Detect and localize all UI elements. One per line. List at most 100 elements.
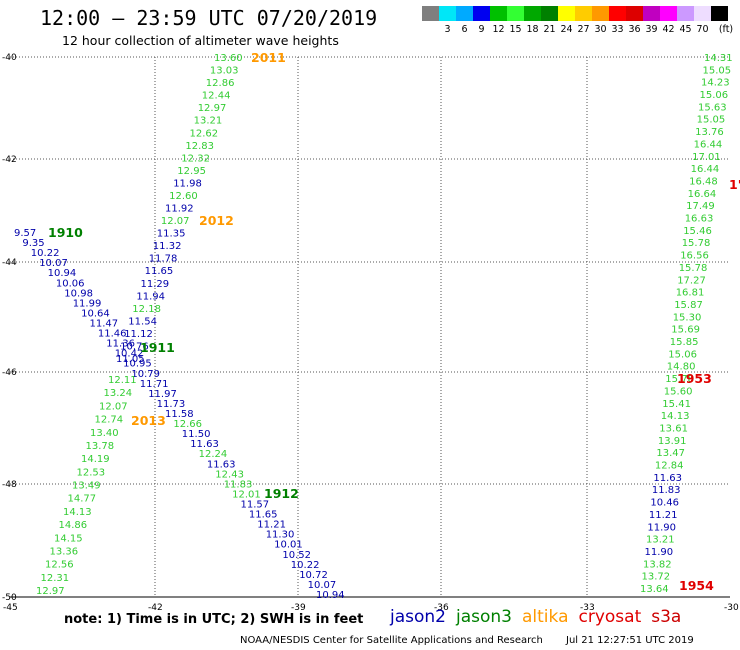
legend-swatch (490, 6, 507, 21)
wave-height-value: 10.46 (650, 498, 679, 509)
wave-height-value: 14.80 (667, 362, 696, 373)
wave-height-value: 10.01 (274, 540, 303, 551)
legend-label: 36 (628, 24, 641, 35)
legend-label: 30 (594, 24, 607, 35)
legend-swatch (575, 6, 592, 21)
wave-height-value: 11.90 (647, 522, 676, 533)
wave-height-value: 11.83 (652, 485, 681, 496)
wave-height-value: 11.29 (141, 279, 170, 290)
wave-height-value: 12.86 (206, 78, 235, 89)
legend-swatch (643, 6, 660, 21)
wave-height-value: 12.66 (173, 419, 202, 430)
wave-height-value: 10.42 (115, 349, 144, 360)
pass-number-label: 2012 (199, 213, 234, 228)
wave-height-value: 16.44 (691, 164, 720, 175)
wave-height-value: 11.21 (649, 510, 678, 521)
wave-height-value: 12.84 (655, 461, 684, 472)
wave-height-value: 15.78 (679, 263, 708, 274)
wave-height-value: 15.46 (683, 226, 712, 237)
wave-height-value: 10.94 (48, 268, 77, 279)
sat-s3a: s3a (651, 607, 682, 627)
lat-lon-grid (10, 56, 730, 598)
wave-height-value: 13.91 (658, 436, 687, 447)
wave-height-value: 14.23 (701, 78, 730, 89)
pass-number-label: 1953 (677, 371, 712, 386)
legend-label: 6 (461, 24, 468, 35)
wave-height-value: 13.61 (659, 424, 688, 435)
wave-height-value: 15.30 (673, 312, 702, 323)
wave-height-value: 15.41 (662, 399, 691, 410)
legend-swatch (711, 6, 728, 21)
wave-height-value: 15.87 (674, 300, 703, 311)
legend-label: 24 (560, 24, 573, 35)
wave-height-value: 11.63 (190, 439, 219, 450)
wave-height-value: 11.05 (116, 354, 145, 365)
wave-height-value: 12.18 (132, 304, 161, 315)
sat-jason3: jason3 (456, 607, 512, 627)
wave-height-value: 12.97 (36, 586, 65, 597)
lat-tick-label: -44 (2, 258, 17, 268)
altimeter-observations: 13.6013.0312.8612.4412.9713.2112.6212.83… (14, 53, 733, 601)
wave-height-value: 13.21 (646, 535, 675, 546)
legend-label: 21 (543, 24, 556, 35)
wave-height-value: 16.48 (689, 177, 718, 188)
wave-height-value: 11.54 (128, 316, 157, 327)
wave-height-value: 17.01 (692, 152, 721, 163)
wave-height-value: 15.78 (682, 238, 711, 249)
footnote: note: 1) Time is in UTC; 2) SWH is in fe… (64, 612, 364, 627)
legend-swatch (660, 6, 677, 21)
wave-height-value: 16.44 (694, 139, 723, 150)
wave-height-value: 13.78 (86, 441, 115, 452)
legend-swatch (592, 6, 609, 21)
wave-height-value: 13.24 (104, 388, 133, 399)
wave-height-value: 15.85 (670, 337, 699, 348)
wave-height-value: 15.05 (697, 115, 726, 126)
legend-swatch (456, 6, 473, 21)
wave-height-value: 11.36 (106, 339, 135, 350)
legend-swatch (694, 6, 711, 21)
legend-swatch (626, 6, 643, 21)
legend-label: 45 (679, 24, 692, 35)
generated-timestamp: Jul 21 12:27:51 UTC 2019 (566, 635, 694, 646)
wave-height-value: 11.57 (241, 500, 270, 511)
wave-height-value: 14.19 (81, 454, 110, 465)
lat-tick-label: -48 (2, 480, 17, 490)
wave-height-value: 16.64 (688, 189, 717, 200)
wave-height-value: 11.65 (145, 266, 174, 277)
lat-tick-label: -50 (2, 593, 17, 603)
wave-height-value: 15.06 (668, 349, 697, 360)
legend-swatch (524, 6, 541, 21)
wave-height-value: 11.58 (165, 409, 194, 420)
wave-height-value: 10.07 (308, 580, 337, 591)
wave-height-value: 13.40 (90, 428, 119, 439)
wave-height-value: 15.05 (703, 65, 732, 76)
wave-height-value: 12.11 (108, 375, 137, 386)
wave-height-value: 17.49 (686, 201, 715, 212)
wave-height-value: 10.76 (120, 342, 149, 353)
wave-height-value: 15.63 (698, 102, 727, 113)
wave-height-value: 13.72 (642, 572, 671, 583)
sat-jason2: jason2 (390, 607, 446, 627)
pass-number-label: 1912 (264, 486, 299, 501)
legend-swatch (541, 6, 558, 21)
wave-height-value: 17.27 (677, 275, 706, 286)
wave-height-value: 11.73 (157, 399, 186, 410)
wave-height-value: 16.81 (676, 288, 705, 299)
legend-label: 12 (492, 24, 505, 35)
wave-height-value: 13.47 (656, 448, 685, 459)
wave-height-value: 12.56 (45, 560, 74, 571)
wave-height-value: 12.07 (99, 401, 128, 412)
legend-swatch (422, 6, 439, 21)
wave-height-value: 13.36 (50, 546, 79, 557)
wave-height-value: 14.13 (661, 411, 690, 422)
wave-height-value: 11.78 (149, 254, 178, 265)
legend-label: 42 (662, 24, 675, 35)
wave-height-value: 14.15 (54, 533, 83, 544)
wave-height-value: 13.64 (640, 584, 669, 595)
legend-label: 18 (526, 24, 539, 35)
wave-height-value: 10.95 (123, 359, 152, 370)
wave-height-value: 12.31 (41, 573, 70, 584)
wave-height-value: 11.46 (98, 329, 127, 340)
legend-label: 33 (611, 24, 624, 35)
